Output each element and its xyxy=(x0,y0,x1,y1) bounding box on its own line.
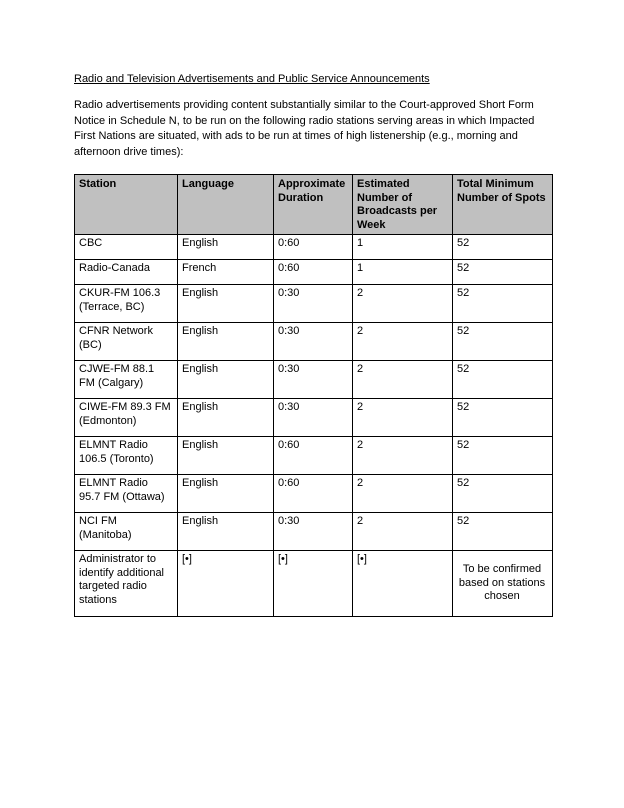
cell-duration: [•] xyxy=(273,550,353,617)
cell-duration: 0:60 xyxy=(273,259,353,285)
column-header-duration: Approximate Duration xyxy=(273,174,353,235)
cell-language: English xyxy=(177,474,274,513)
cell-language: English xyxy=(177,234,274,260)
cell-language: [•] xyxy=(177,550,274,617)
cell-duration: 0:60 xyxy=(273,474,353,513)
cell-duration: 0:60 xyxy=(273,436,353,475)
table-row: CIWE-FM 89.3 FM (Edmonton) English 0:30 2 52 xyxy=(74,398,553,437)
table-row: Administrator to identify additional tar… xyxy=(74,550,553,617)
cell-total-spots: 52 xyxy=(452,436,553,475)
section-title: Radio and Television Advertisements and … xyxy=(74,73,430,85)
cell-broadcasts-per-week: 1 xyxy=(352,259,453,285)
table-row: ELMNT Radio 106.5 (Toronto) English 0:60 2 5… xyxy=(74,436,553,475)
column-header-broadcasts-per-week: Estimated Number of Broadcasts per Week xyxy=(352,174,453,235)
cell-duration: 0:60 xyxy=(273,234,353,260)
cell-station: Administrator to identify additional tar… xyxy=(74,550,178,617)
column-header-station: Station xyxy=(74,174,178,235)
cell-duration: 0:30 xyxy=(273,512,353,551)
table-header: Station Language Approximate Duration Estim… xyxy=(74,174,553,235)
cell-broadcasts-per-week: 2 xyxy=(352,360,453,399)
cell-duration: 0:30 xyxy=(273,322,353,361)
cell-language: English xyxy=(177,284,274,323)
cell-station: CKUR-FM 106.3 (Terrace, BC) xyxy=(74,284,178,323)
cell-station: ELMNT Radio 106.5 (Toronto) xyxy=(74,436,178,475)
cell-language: English xyxy=(177,360,274,399)
stations-table: Station Language Approximate Duration Estim… xyxy=(74,174,553,617)
cell-total-spots: 52 xyxy=(452,398,553,437)
cell-total-spots: To be confirmed based on stations chosen xyxy=(452,550,553,617)
cell-broadcasts-per-week: 2 xyxy=(352,512,453,551)
cell-station: NCI FM (Manitoba) xyxy=(74,512,178,551)
cell-duration: 0:30 xyxy=(273,398,353,437)
table-row: Radio-Canada French 0:60 1 52 xyxy=(74,259,553,285)
cell-broadcasts-per-week: 2 xyxy=(352,398,453,437)
cell-total-spots: 52 xyxy=(452,322,553,361)
cell-station: Radio-Canada xyxy=(74,259,178,285)
document-content: Radio and Television Advertisements and … xyxy=(74,72,553,617)
cell-station: CIWE-FM 89.3 FM (Edmonton) xyxy=(74,398,178,437)
cell-language: English xyxy=(177,512,274,551)
cell-broadcasts-per-week: [•] xyxy=(352,550,453,617)
cell-language: English xyxy=(177,322,274,361)
column-header-language: Language xyxy=(177,174,274,235)
table-body: CBC English 0:60 1 52 Radio-Canada French 0:60 1… xyxy=(74,234,553,617)
table-row: CKUR-FM 106.3 (Terrace, BC) English 0:30 2 5… xyxy=(74,284,553,323)
cell-total-spots: 52 xyxy=(452,512,553,551)
table-row: CFNR Network (BC) English 0:30 2 52 xyxy=(74,322,553,361)
cell-duration: 0:30 xyxy=(273,284,353,323)
intro-paragraph: Radio advertisements providing content s… xyxy=(74,99,535,158)
cell-station: CJWE-FM 88.1 FM (Calgary) xyxy=(74,360,178,399)
cell-station: CFNR Network (BC) xyxy=(74,322,178,361)
cell-broadcasts-per-week: 2 xyxy=(352,474,453,513)
cell-total-spots: 52 xyxy=(452,259,553,285)
cell-language: English xyxy=(177,436,274,475)
cell-station: ELMNT Radio 95.7 FM (Ottawa) xyxy=(74,474,178,513)
cell-broadcasts-per-week: 1 xyxy=(352,234,453,260)
table-row: CJWE-FM 88.1 FM (Calgary) English 0:30 2 52 xyxy=(74,360,553,399)
cell-broadcasts-per-week: 2 xyxy=(352,322,453,361)
column-header-total-spots: Total Minimum Number of Spots xyxy=(452,174,553,235)
cell-total-spots: 52 xyxy=(452,284,553,323)
cell-total-spots: 52 xyxy=(452,360,553,399)
cell-station: CBC xyxy=(74,234,178,260)
cell-language: English xyxy=(177,398,274,437)
cell-duration: 0:30 xyxy=(273,360,353,399)
header-row: Station Language Approximate Duration Estim… xyxy=(74,174,553,235)
table-row: NCI FM (Manitoba) English 0:30 2 52 xyxy=(74,512,553,551)
table-row: ELMNT Radio 95.7 FM (Ottawa) English 0:60 2… xyxy=(74,474,553,513)
cell-broadcasts-per-week: 2 xyxy=(352,284,453,323)
table-row: CBC English 0:60 1 52 xyxy=(74,234,553,260)
cell-total-spots: 52 xyxy=(452,234,553,260)
cell-broadcasts-per-week: 2 xyxy=(352,436,453,475)
cell-language: French xyxy=(177,259,274,285)
cell-total-spots: 52 xyxy=(452,474,553,513)
